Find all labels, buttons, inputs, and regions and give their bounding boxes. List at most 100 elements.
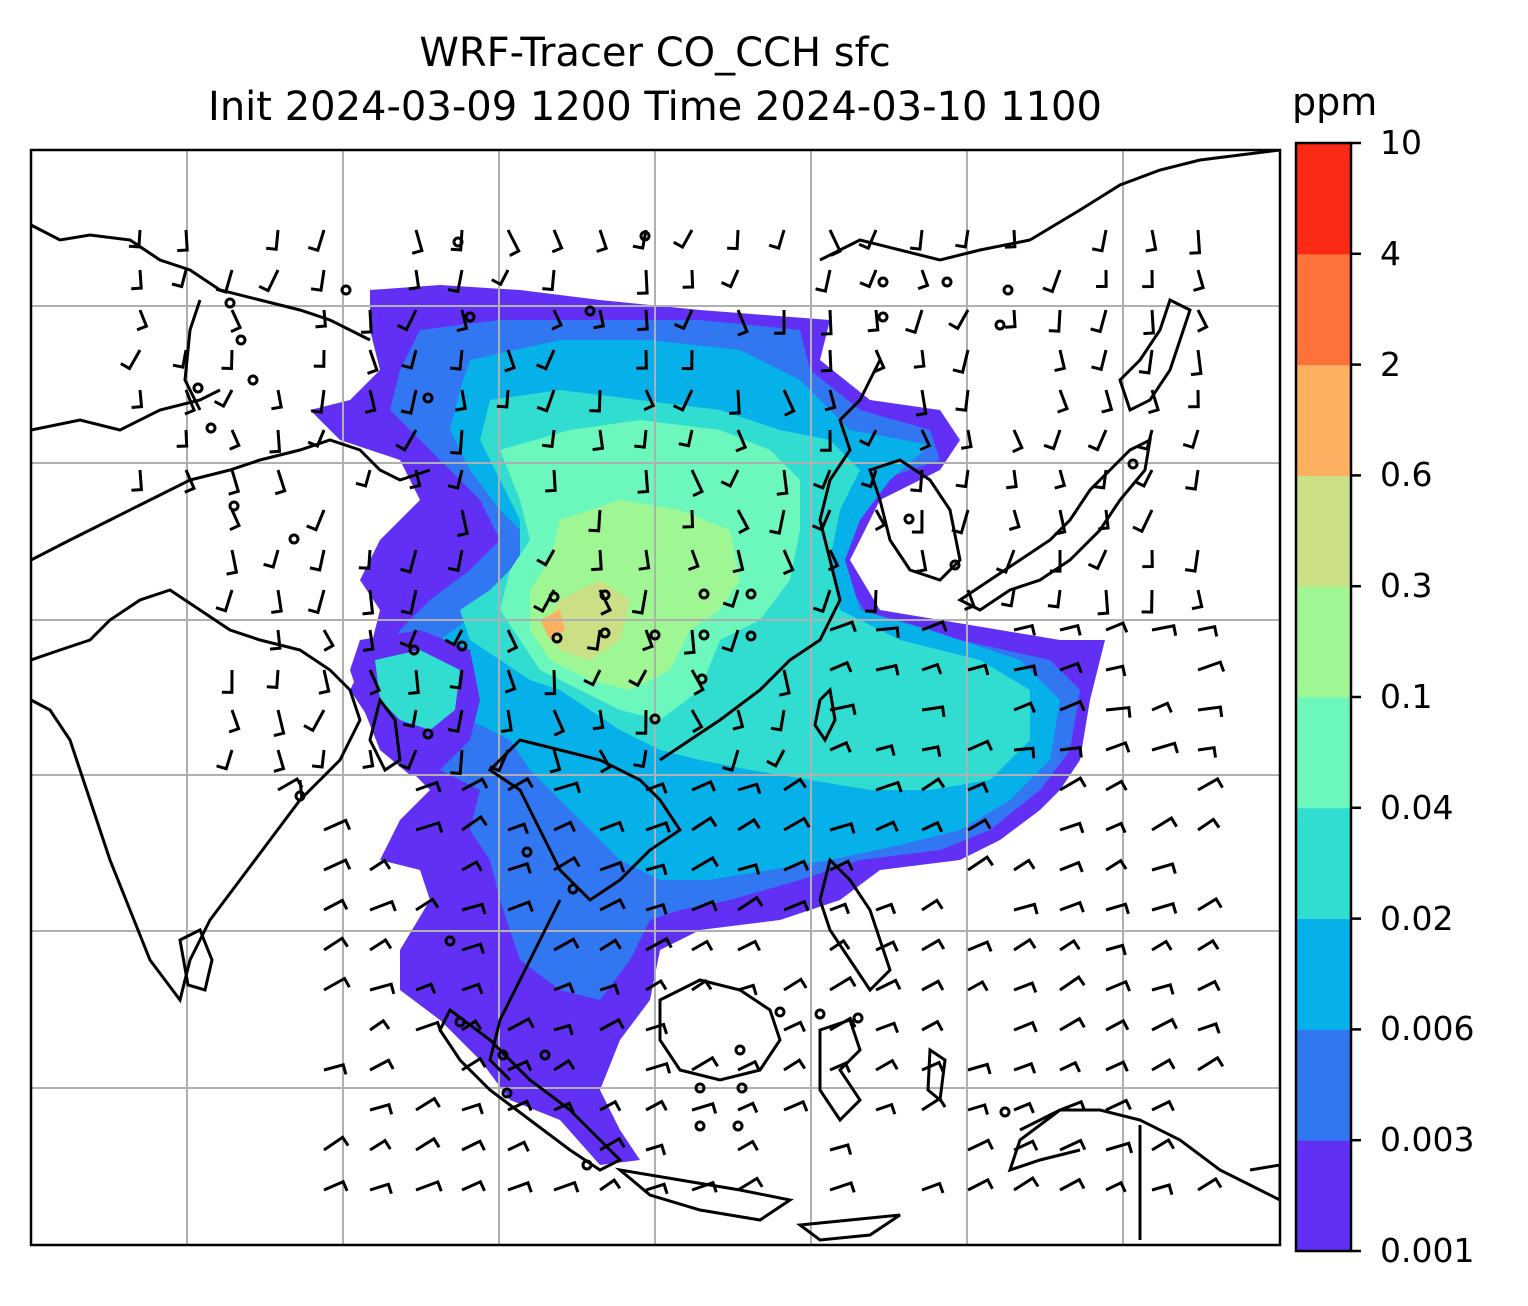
- wind-barb: [461, 942, 485, 955]
- wind-barb: [721, 629, 740, 653]
- wind-barb: [228, 709, 241, 734]
- wind-barb: [553, 1101, 575, 1113]
- calm-wind-marker: [288, 533, 300, 545]
- wind-barb: [599, 820, 625, 833]
- wind-barb: [1013, 623, 1036, 636]
- wind-barb: [309, 549, 326, 572]
- wind-barb: [1151, 862, 1177, 875]
- wind-barb: [766, 749, 786, 768]
- wind-barb: [598, 749, 612, 774]
- wind-barb: [368, 669, 382, 696]
- wind-barb: [586, 629, 602, 651]
- wind-barb: [131, 389, 144, 409]
- wind-barb: [271, 389, 283, 411]
- wind-barb: [599, 1017, 625, 1032]
- wind-barb: [691, 1101, 718, 1114]
- wind-barb: [258, 269, 280, 293]
- wind-barb: [967, 1177, 994, 1192]
- wind-barb: [1193, 269, 1205, 292]
- calm-wind-marker: [649, 629, 661, 641]
- wind-barb: [673, 309, 694, 331]
- wind-barb: [369, 1102, 394, 1115]
- wind-barb: [507, 1099, 533, 1112]
- wind-barb: [461, 814, 488, 832]
- wind-barb: [1105, 1141, 1134, 1154]
- wind-barb: [599, 938, 622, 952]
- wind-barb: [812, 589, 832, 614]
- wind-barb: [213, 389, 234, 409]
- wind-barb: [591, 549, 603, 572]
- wind-barb: [136, 309, 149, 332]
- calm-wind-marker: [192, 382, 204, 394]
- wind-barb: [229, 429, 241, 451]
- wind-barb: [967, 663, 990, 676]
- wind-barb: [921, 1181, 945, 1194]
- wind-barb: [396, 309, 418, 332]
- wind-barb: [409, 469, 422, 490]
- wind-barb: [1059, 1016, 1086, 1032]
- calm-wind-marker: [994, 319, 1006, 331]
- wind-barb: [1105, 740, 1131, 753]
- calm-wind-marker: [745, 588, 757, 600]
- wind-barb: [909, 229, 924, 251]
- wind-barb: [315, 309, 328, 329]
- wind-barb: [859, 269, 878, 289]
- wind-barb: [369, 858, 392, 872]
- wind-barb: [323, 818, 352, 832]
- calm-wind-marker: [949, 559, 961, 571]
- wind-barb: [769, 509, 786, 535]
- wind-barb: [461, 902, 487, 915]
- wind-barb: [681, 349, 694, 371]
- wind-barb: [820, 349, 833, 373]
- map-title-line1: WRF-Tracer CO_CCH sfc: [419, 30, 891, 76]
- wind-barb: [645, 1099, 668, 1112]
- wind-barb: [720, 469, 740, 488]
- wind-barb: [1151, 1137, 1175, 1152]
- wind-barb: [1141, 589, 1154, 614]
- calm-wind-marker: [551, 632, 563, 644]
- wind-barb: [720, 269, 740, 289]
- colorbar-tick-label: 0.02: [1380, 898, 1454, 938]
- calm-wind-marker: [422, 728, 434, 740]
- wind-barb: [1096, 269, 1108, 288]
- wind-barb: [1105, 1180, 1127, 1193]
- wind-barb: [1138, 349, 1154, 375]
- wind-barb: [828, 229, 843, 257]
- wind-barb: [737, 983, 758, 996]
- wind-barb: [1093, 469, 1108, 490]
- wind-barb: [875, 978, 902, 992]
- wind-barb: [1059, 1099, 1087, 1112]
- wind-barb: [732, 709, 745, 731]
- wind-barb: [921, 662, 943, 675]
- wind-barb: [637, 469, 650, 494]
- wind-barb: [691, 1055, 719, 1072]
- wind-barb: [588, 509, 602, 533]
- wind-barb: [1059, 821, 1085, 834]
- wind-barb: [690, 469, 704, 498]
- calm-wind-marker: [1127, 458, 1139, 470]
- wind-barb: [905, 309, 924, 335]
- wind-barb: [415, 821, 444, 833]
- wind-barb: [1105, 1060, 1129, 1072]
- map-frame: [29, 148, 1282, 1247]
- wind-barb: [415, 1096, 441, 1112]
- wind-barb: [645, 1022, 669, 1035]
- wind-barb: [1182, 429, 1200, 450]
- wind-barb: [599, 1178, 622, 1192]
- wind-barb: [1137, 429, 1154, 451]
- wind-barb: [450, 429, 464, 455]
- wind-barb: [553, 1058, 576, 1072]
- wind-barb: [369, 1138, 392, 1152]
- wind-barb: [1087, 549, 1108, 571]
- wind-barb: [1059, 1060, 1081, 1073]
- wind-barb: [778, 669, 791, 697]
- wind-barb: [672, 229, 694, 250]
- wind-barb: [553, 781, 581, 794]
- wind-barb: [910, 469, 924, 493]
- wind-barb: [461, 860, 483, 872]
- wind-barb: [1012, 429, 1024, 454]
- colorbar-segment: [1296, 143, 1351, 255]
- wind-barb: [215, 589, 234, 613]
- wind-barb: [583, 669, 602, 687]
- wind-barb: [1013, 1101, 1035, 1114]
